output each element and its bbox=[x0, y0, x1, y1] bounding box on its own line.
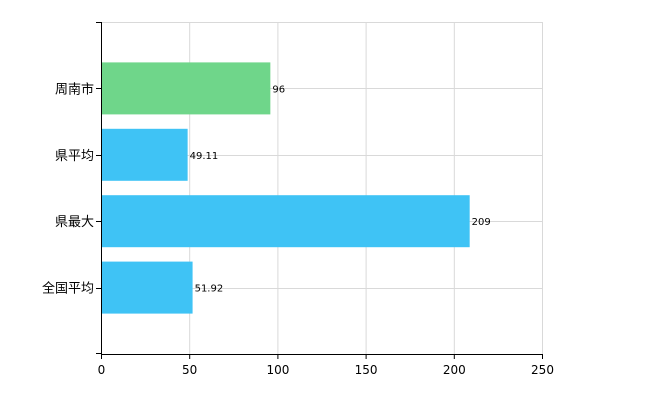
x-tick-label-4: 200 bbox=[443, 363, 466, 377]
bar-0 bbox=[101, 62, 271, 115]
value-label-1: 49.11 bbox=[190, 151, 219, 162]
x-tick-label-0: 0 bbox=[98, 363, 106, 377]
value-label-0: 96 bbox=[272, 84, 285, 95]
value-label-2: 209 bbox=[472, 217, 491, 228]
x-tick-label-1: 50 bbox=[182, 363, 197, 377]
bar-2 bbox=[101, 195, 470, 248]
x-tick-label-3: 150 bbox=[355, 363, 378, 377]
bar-1 bbox=[101, 128, 188, 181]
category-label-0: 周南市 bbox=[55, 81, 94, 97]
x-tick-label-2: 100 bbox=[266, 363, 289, 377]
category-label-1: 県平均 bbox=[55, 149, 94, 164]
bar-3 bbox=[101, 261, 193, 314]
x-tick-label-5: 250 bbox=[531, 363, 554, 377]
category-label-3: 全国平均 bbox=[42, 281, 94, 297]
category-label-2: 県最大 bbox=[55, 215, 94, 230]
labels: 96 周南市 49.11 県平均 209 県最大 51.92 全国平均 0 50 100 150 200… bbox=[42, 81, 554, 377]
value-label-3: 51.92 bbox=[195, 284, 224, 295]
axes bbox=[96, 22, 543, 359]
bars bbox=[101, 62, 470, 314]
